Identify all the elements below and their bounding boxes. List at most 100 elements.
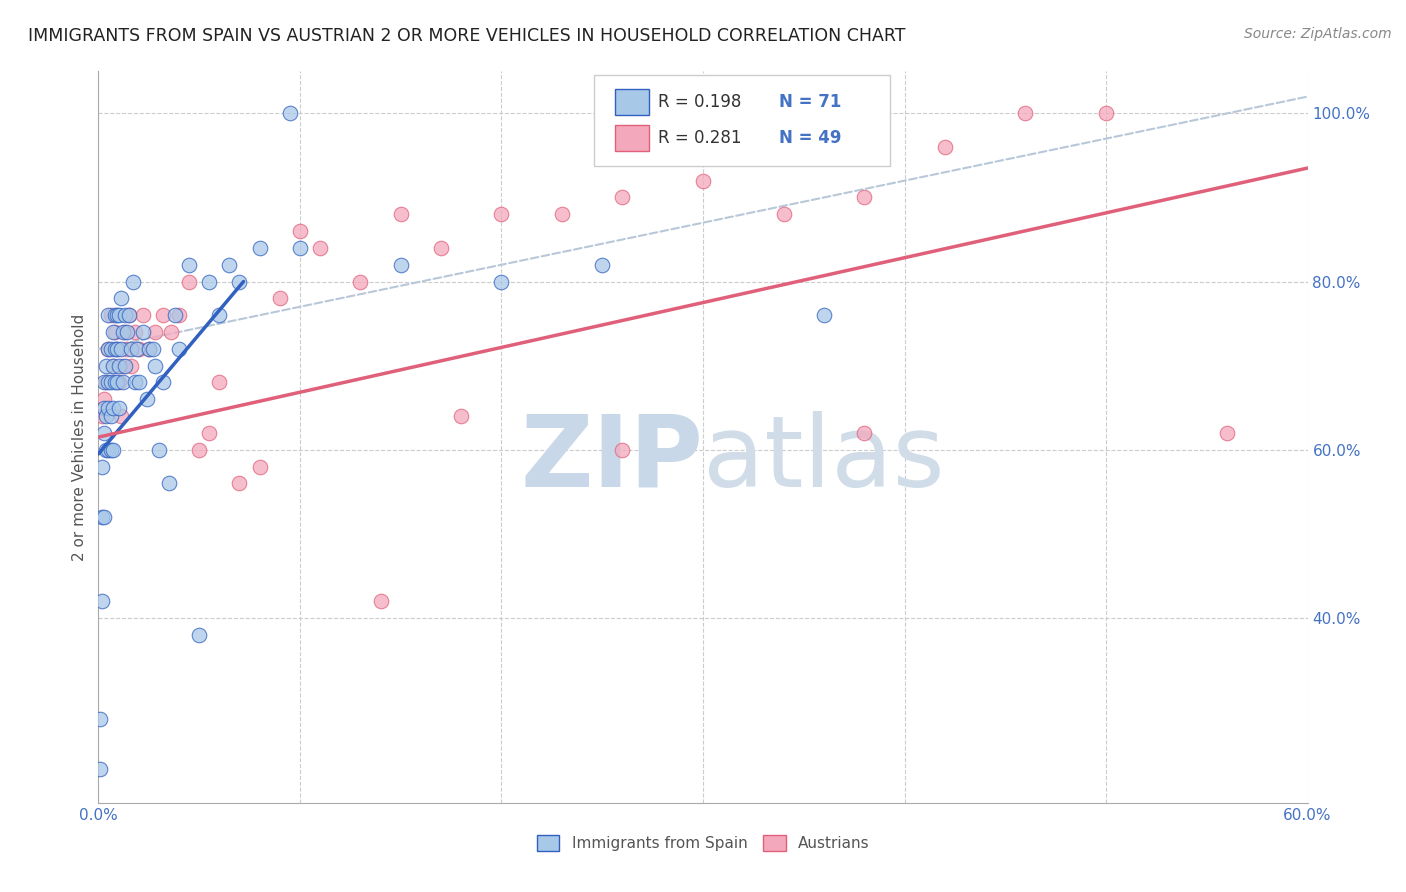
FancyBboxPatch shape xyxy=(614,125,648,151)
Point xyxy=(591,258,613,272)
Text: N = 71: N = 71 xyxy=(779,93,842,112)
Point xyxy=(105,308,128,322)
Point xyxy=(91,510,114,524)
Point xyxy=(208,376,231,390)
Point xyxy=(107,359,129,373)
Point xyxy=(132,308,155,322)
Point xyxy=(389,207,412,221)
Point xyxy=(89,712,111,726)
Legend: Immigrants from Spain, Austrians: Immigrants from Spain, Austrians xyxy=(530,830,876,857)
Point xyxy=(135,392,157,407)
Point xyxy=(711,123,734,137)
Point xyxy=(93,376,115,390)
Point xyxy=(103,308,125,322)
Text: IMMIGRANTS FROM SPAIN VS AUSTRIAN 2 OR MORE VEHICLES IN HOUSEHOLD CORRELATION CH: IMMIGRANTS FROM SPAIN VS AUSTRIAN 2 OR M… xyxy=(28,27,905,45)
Point xyxy=(249,459,271,474)
Point xyxy=(101,442,124,457)
Point xyxy=(114,359,136,373)
Point xyxy=(138,342,160,356)
Point xyxy=(179,275,201,289)
Point xyxy=(100,376,122,390)
Point xyxy=(152,376,174,390)
Point xyxy=(105,342,128,356)
Point xyxy=(93,401,115,415)
Point xyxy=(491,275,513,289)
Point xyxy=(934,140,956,154)
Point xyxy=(97,308,120,322)
Point xyxy=(188,442,211,457)
Point xyxy=(218,258,240,272)
Point xyxy=(167,342,190,356)
Point xyxy=(97,342,120,356)
Point xyxy=(288,241,311,255)
Point xyxy=(110,342,132,356)
Point xyxy=(772,207,794,221)
Point xyxy=(111,359,134,373)
Point xyxy=(114,308,136,322)
Point xyxy=(430,241,453,255)
Point xyxy=(1014,106,1036,120)
Point xyxy=(103,342,125,356)
Point xyxy=(107,376,129,390)
Point xyxy=(128,342,150,356)
Point xyxy=(118,308,141,322)
Point xyxy=(121,275,143,289)
Point xyxy=(143,325,166,339)
Point xyxy=(96,359,118,373)
Text: Source: ZipAtlas.com: Source: ZipAtlas.com xyxy=(1244,27,1392,41)
Point xyxy=(107,401,129,415)
Point xyxy=(142,342,165,356)
Point xyxy=(105,376,128,390)
Point xyxy=(93,425,115,440)
Point xyxy=(101,359,124,373)
Point xyxy=(370,594,392,608)
Point xyxy=(188,627,211,641)
Point xyxy=(110,409,132,423)
Point xyxy=(91,459,114,474)
Point xyxy=(107,308,129,322)
Point xyxy=(853,425,876,440)
Point xyxy=(491,207,513,221)
Point xyxy=(97,342,120,356)
Point xyxy=(128,376,150,390)
Point xyxy=(118,308,141,322)
Point xyxy=(103,376,125,390)
Point xyxy=(89,762,111,776)
Point xyxy=(105,342,128,356)
Point xyxy=(157,476,180,491)
Point xyxy=(249,241,271,255)
Point xyxy=(96,376,118,390)
Text: atlas: atlas xyxy=(703,410,945,508)
Text: R = 0.198: R = 0.198 xyxy=(658,93,741,112)
Text: N = 49: N = 49 xyxy=(779,129,842,147)
Point xyxy=(120,359,142,373)
Point xyxy=(228,476,250,491)
Point xyxy=(115,325,138,339)
Point xyxy=(813,308,835,322)
Point xyxy=(269,291,291,305)
Point xyxy=(97,401,120,415)
Point xyxy=(124,376,146,390)
Point xyxy=(138,342,160,356)
Point xyxy=(101,325,124,339)
Point xyxy=(96,442,118,457)
Point xyxy=(93,392,115,407)
Point xyxy=(143,359,166,373)
FancyBboxPatch shape xyxy=(614,89,648,115)
Point xyxy=(100,308,122,322)
Point xyxy=(97,376,120,390)
Point xyxy=(551,207,574,221)
Point xyxy=(612,190,634,204)
Point xyxy=(450,409,472,423)
FancyBboxPatch shape xyxy=(595,75,890,167)
Point xyxy=(100,409,122,423)
Point xyxy=(120,342,142,356)
Point xyxy=(100,342,122,356)
Point xyxy=(91,409,114,423)
Point xyxy=(96,409,118,423)
Point xyxy=(198,425,221,440)
Point xyxy=(152,308,174,322)
Point xyxy=(288,224,311,238)
Point xyxy=(349,275,371,289)
Point xyxy=(101,359,124,373)
